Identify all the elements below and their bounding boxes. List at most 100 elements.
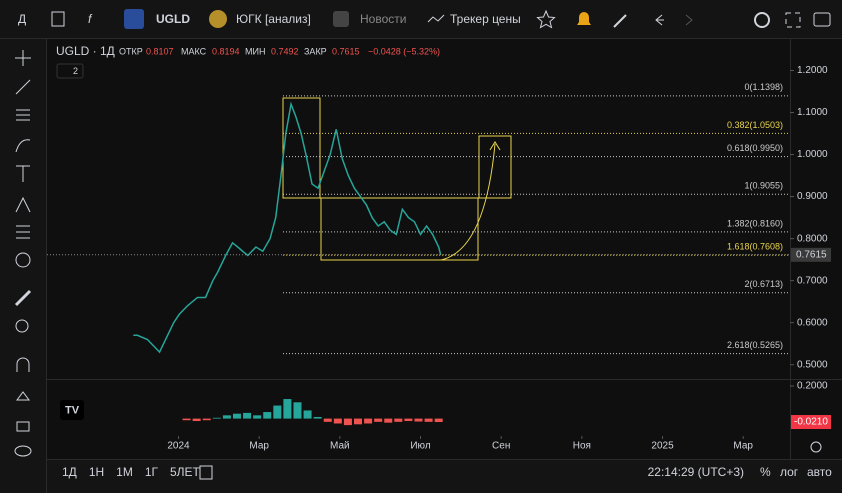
visibility-tool[interactable] [14, 445, 32, 457]
fib-label: 1(0.9055) [744, 181, 783, 191]
axis-settings[interactable] [810, 441, 822, 453]
company-button[interactable]: ЮГК [анализ] [236, 12, 311, 26]
histogram-bar [273, 405, 282, 419]
histogram-bar [384, 418, 393, 423]
goto-date-button[interactable] [199, 465, 213, 480]
indicator-count: 2 [73, 66, 78, 76]
fib-tool[interactable] [16, 109, 30, 121]
tv-logo [60, 400, 84, 420]
tracker-icon [427, 14, 445, 23]
x-tick-label: Май [330, 441, 350, 452]
tv-logo-text: TV [65, 404, 80, 416]
close-value: 0.7615 [332, 46, 360, 56]
projection-arrow [440, 141, 501, 261]
percent-button[interactable]: % [760, 465, 771, 479]
fib-box [282, 97, 321, 199]
fib-label: 1.382(0.8160) [727, 218, 783, 228]
histogram-bar [313, 416, 322, 419]
open-value: 0.8107 [146, 46, 174, 56]
lock-tool[interactable] [16, 421, 30, 432]
change-value: −0.0428 (−5.32%) [368, 46, 440, 56]
indicator-toggle[interactable] [56, 63, 84, 79]
interval-button[interactable]: Д [18, 12, 26, 26]
range-button[interactable]: 5ЛЕТ [170, 465, 201, 479]
histogram-bar [243, 412, 252, 419]
indicator-icon[interactable]: f [88, 12, 93, 26]
histogram-bar [424, 418, 433, 422]
log-button[interactable]: лог [780, 465, 799, 479]
histogram-bar [283, 399, 292, 419]
histogram-bar [212, 417, 221, 419]
chart-type-icon[interactable] [51, 11, 65, 27]
screenshot-button[interactable] [813, 12, 831, 27]
histogram-bar [374, 418, 383, 422]
histogram-bar [222, 415, 231, 419]
y-tick-label: 0.6000 [797, 317, 828, 328]
histogram-bar [394, 418, 403, 422]
company-logo [209, 10, 227, 28]
watchlist-button[interactable] [536, 9, 556, 29]
ruler-tool[interactable] [14, 289, 32, 307]
fib-label: 1.618(0.7608) [727, 241, 783, 251]
settings-button[interactable] [754, 12, 770, 28]
range-button[interactable]: 1М [116, 465, 133, 479]
fib-label: 2(0.6713) [744, 279, 783, 289]
histogram-bar [364, 418, 373, 424]
histogram-bar [343, 418, 352, 426]
y-tick-label: 0.5000 [797, 359, 828, 370]
y-tick-label: 1.1000 [797, 107, 828, 118]
lock-draw-tool[interactable] [16, 391, 30, 401]
histogram-bar [414, 418, 423, 422]
histogram-bar [323, 418, 332, 422]
alert-button[interactable] [577, 12, 591, 25]
drawing-tools [14, 50, 32, 457]
high-value: 0.8194 [212, 46, 240, 56]
news-button[interactable]: Новости [360, 12, 406, 26]
last-price-label: 0.7615 [796, 249, 827, 260]
fib-box [320, 197, 479, 261]
undo-button[interactable] [655, 14, 664, 26]
range-button[interactable]: 1Д [62, 465, 77, 479]
trendline-tool[interactable] [15, 79, 31, 95]
legend: UGLD · 1Д ОТКР 0.8107 МАКС 0.8194 МИН 0.… [56, 44, 440, 79]
forecast-tool[interactable] [16, 225, 30, 239]
x-tick-label: Сен [492, 441, 510, 452]
x-tick-label: 2025 [651, 441, 674, 452]
fib-label: 2.618(0.5265) [727, 340, 783, 350]
x-tick-label: Июл [410, 441, 430, 452]
x-tick-label: Ноя [573, 441, 591, 452]
text-tool[interactable] [16, 165, 30, 182]
magnet-tool[interactable] [16, 357, 30, 372]
brush-tool[interactable] [15, 139, 31, 153]
y-tick-label: 0.8000 [797, 233, 828, 244]
tracker-button[interactable]: Трекер цены [450, 12, 521, 26]
fib-label: 0.618(0.9950) [727, 143, 783, 153]
open-label: ОТКР [119, 46, 143, 56]
bottom-toolbar [47, 460, 842, 493]
range-button[interactable]: 1Н [89, 465, 104, 479]
symbol-button[interactable]: UGLD [156, 12, 190, 26]
range-button[interactable]: 1Г [145, 465, 159, 479]
crosshair-tool[interactable] [15, 50, 31, 66]
target-box [478, 135, 512, 199]
clock: 22:14:29 (UTC+3) [648, 465, 744, 479]
draw-button[interactable] [613, 14, 627, 28]
osc-tick-label: 0.2000 [797, 381, 828, 392]
osc-last-box [791, 415, 831, 430]
emoji-tool[interactable] [15, 252, 31, 268]
histogram-bar [404, 418, 413, 422]
pattern-tool[interactable] [15, 196, 31, 213]
fullscreen-button[interactable] [785, 12, 801, 28]
x-tick-label: Мар [249, 441, 269, 452]
histogram-bar [182, 418, 191, 421]
redo-button[interactable] [685, 14, 693, 26]
zoom-tool[interactable] [15, 319, 29, 333]
histogram-bar [353, 418, 362, 425]
auto-button[interactable]: авто [807, 465, 832, 479]
histogram-bar [303, 410, 312, 419]
news-icon [333, 11, 349, 27]
high-label: МАКС [181, 46, 207, 56]
histogram-bar [232, 413, 241, 419]
y-tick-label: 0.9000 [797, 191, 828, 202]
